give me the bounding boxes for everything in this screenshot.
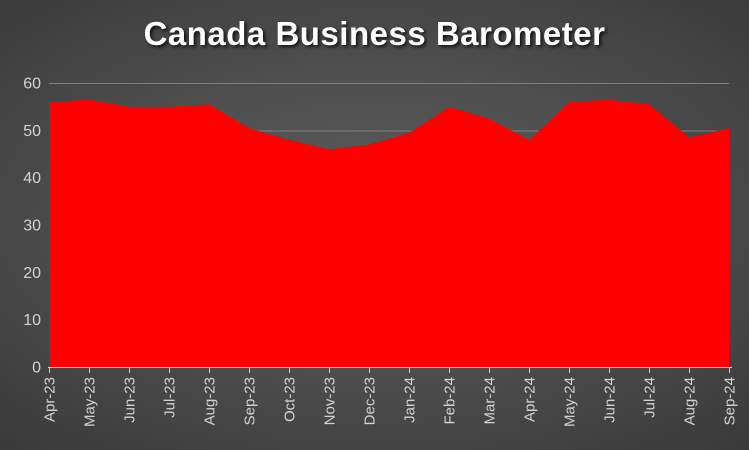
x-axis-label: Aug-24 [682,377,699,425]
x-axis-label: Sep-23 [242,377,259,425]
x-axis-label: Nov-23 [322,377,339,425]
x-axis-label: Jun-24 [602,377,619,423]
y-axis-label: 40 [23,170,41,187]
x-axis-label: May-24 [562,377,579,427]
y-axis-label: 0 [32,360,41,377]
x-axis-label: Jul-24 [642,377,659,418]
x-axis-label: Jul-23 [162,377,179,418]
x-axis-label: May-23 [82,377,99,427]
x-axis-label: Jun-23 [122,377,139,423]
x-axis-label: Apr-24 [522,377,539,422]
y-axis-label: 60 [23,76,41,93]
x-axis-label: Aug-23 [202,377,219,425]
x-axis-label: Apr-23 [42,377,59,422]
y-axis-label: 50 [23,123,41,140]
y-axis-label: 20 [23,265,41,282]
x-axis-label: Oct-23 [282,377,299,422]
chart-title: Canada Business Barometer [143,15,606,52]
x-axis-label: Jan-24 [402,377,419,423]
x-axis-label: Feb-24 [442,377,459,425]
area-series [49,99,729,367]
y-axis-label: 10 [23,312,41,329]
y-axis-label: 30 [23,218,41,235]
x-axis-label: Sep-24 [722,377,739,425]
x-axis-label: Dec-23 [362,377,379,425]
x-axis-label: Mar-24 [482,377,499,425]
